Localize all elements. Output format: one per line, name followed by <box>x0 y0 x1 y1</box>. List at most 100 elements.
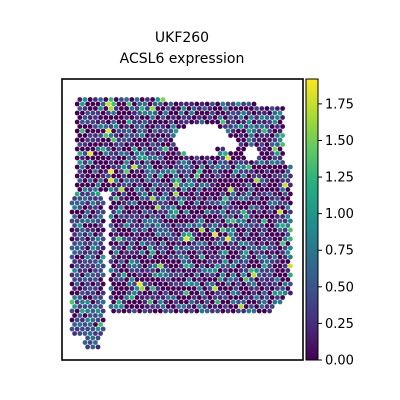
spot-point <box>238 295 244 300</box>
spot-point <box>189 299 195 305</box>
spot-point <box>217 295 223 300</box>
spot-point <box>220 173 226 179</box>
spot-point <box>158 164 163 170</box>
spot-point <box>82 133 88 138</box>
spot-point <box>87 115 93 120</box>
spot-point <box>165 169 171 174</box>
spot-point <box>98 160 103 165</box>
spot-point <box>202 259 208 264</box>
spot-point <box>243 196 249 201</box>
spot-point <box>267 119 272 125</box>
spot-point <box>126 263 132 269</box>
spot-point <box>129 277 135 282</box>
spot-point <box>282 254 288 260</box>
spot-point <box>173 146 179 152</box>
spot-point <box>272 281 278 287</box>
spot-point <box>272 263 278 269</box>
spot-point <box>184 263 189 269</box>
spot-point <box>223 250 228 255</box>
spot-point <box>74 281 80 287</box>
spot-point <box>95 317 101 323</box>
spot-point <box>90 245 96 251</box>
spot-point <box>87 223 93 228</box>
spot-point <box>132 290 137 296</box>
spot-point <box>111 308 116 314</box>
spot-point <box>160 295 166 300</box>
spot-point <box>288 191 293 197</box>
spot-point <box>191 178 197 183</box>
spot-point <box>72 196 77 201</box>
spot-point <box>199 299 205 305</box>
spot-point <box>217 169 223 174</box>
spot-point <box>186 277 192 282</box>
spot-point <box>202 232 208 237</box>
spot-point <box>87 232 93 237</box>
spot-point <box>80 137 85 143</box>
spot-point <box>272 290 278 296</box>
spot-point <box>212 196 218 201</box>
spot-point <box>173 128 179 134</box>
spot-point <box>85 299 90 305</box>
spot-point <box>82 250 88 255</box>
spot-point <box>199 155 205 161</box>
spot-point <box>152 272 158 278</box>
spot-point <box>197 214 202 219</box>
spot-point <box>228 304 234 309</box>
spot-point <box>108 196 114 201</box>
spot-point <box>98 295 103 300</box>
spot-point <box>103 187 109 192</box>
spot-point <box>80 290 85 296</box>
spot-point <box>186 214 192 219</box>
spot-point <box>113 151 119 156</box>
spot-point <box>181 304 187 309</box>
spot-point <box>171 205 176 210</box>
spot-point <box>194 254 200 260</box>
spot-point <box>204 227 210 233</box>
spot-point <box>197 259 202 264</box>
spot-point <box>249 250 254 255</box>
spot-point <box>137 146 143 152</box>
spot-point <box>85 191 90 197</box>
spot-point <box>202 169 208 174</box>
spot-point <box>111 272 116 278</box>
spot-point <box>269 259 275 264</box>
spot-point <box>152 263 158 269</box>
spot-point <box>194 236 200 242</box>
spot-point <box>194 281 200 287</box>
spot-point <box>246 308 252 314</box>
spot-point <box>228 115 234 120</box>
spot-point <box>186 196 192 201</box>
spot-point <box>113 160 119 165</box>
spot-point <box>163 209 169 215</box>
spot-point <box>178 110 184 116</box>
spot-point <box>160 223 166 228</box>
spot-point <box>150 187 156 192</box>
spot-point <box>176 124 182 129</box>
spot-point <box>269 133 275 138</box>
spot-point <box>163 308 169 314</box>
spot-point <box>124 277 129 282</box>
spot-point <box>100 137 106 143</box>
spot-point <box>238 286 244 291</box>
spot-point <box>233 277 239 282</box>
spot-point <box>124 304 129 309</box>
spot-point <box>236 281 241 287</box>
spot-point <box>197 187 202 192</box>
spot-point <box>124 205 129 210</box>
spot-point <box>93 151 98 156</box>
spot-point <box>288 281 293 287</box>
spot-point <box>269 205 275 210</box>
spot-point <box>197 178 202 183</box>
spot-point <box>98 286 103 291</box>
spot-point <box>139 241 145 246</box>
spot-point <box>124 106 129 111</box>
spot-point <box>256 191 262 197</box>
spot-point <box>264 286 270 291</box>
spot-point <box>90 290 96 296</box>
spot-point <box>160 142 166 147</box>
spot-point <box>204 254 210 260</box>
spot-point <box>197 115 202 120</box>
spot-point <box>145 115 150 120</box>
spot-point <box>251 191 257 197</box>
spot-point <box>191 160 197 165</box>
